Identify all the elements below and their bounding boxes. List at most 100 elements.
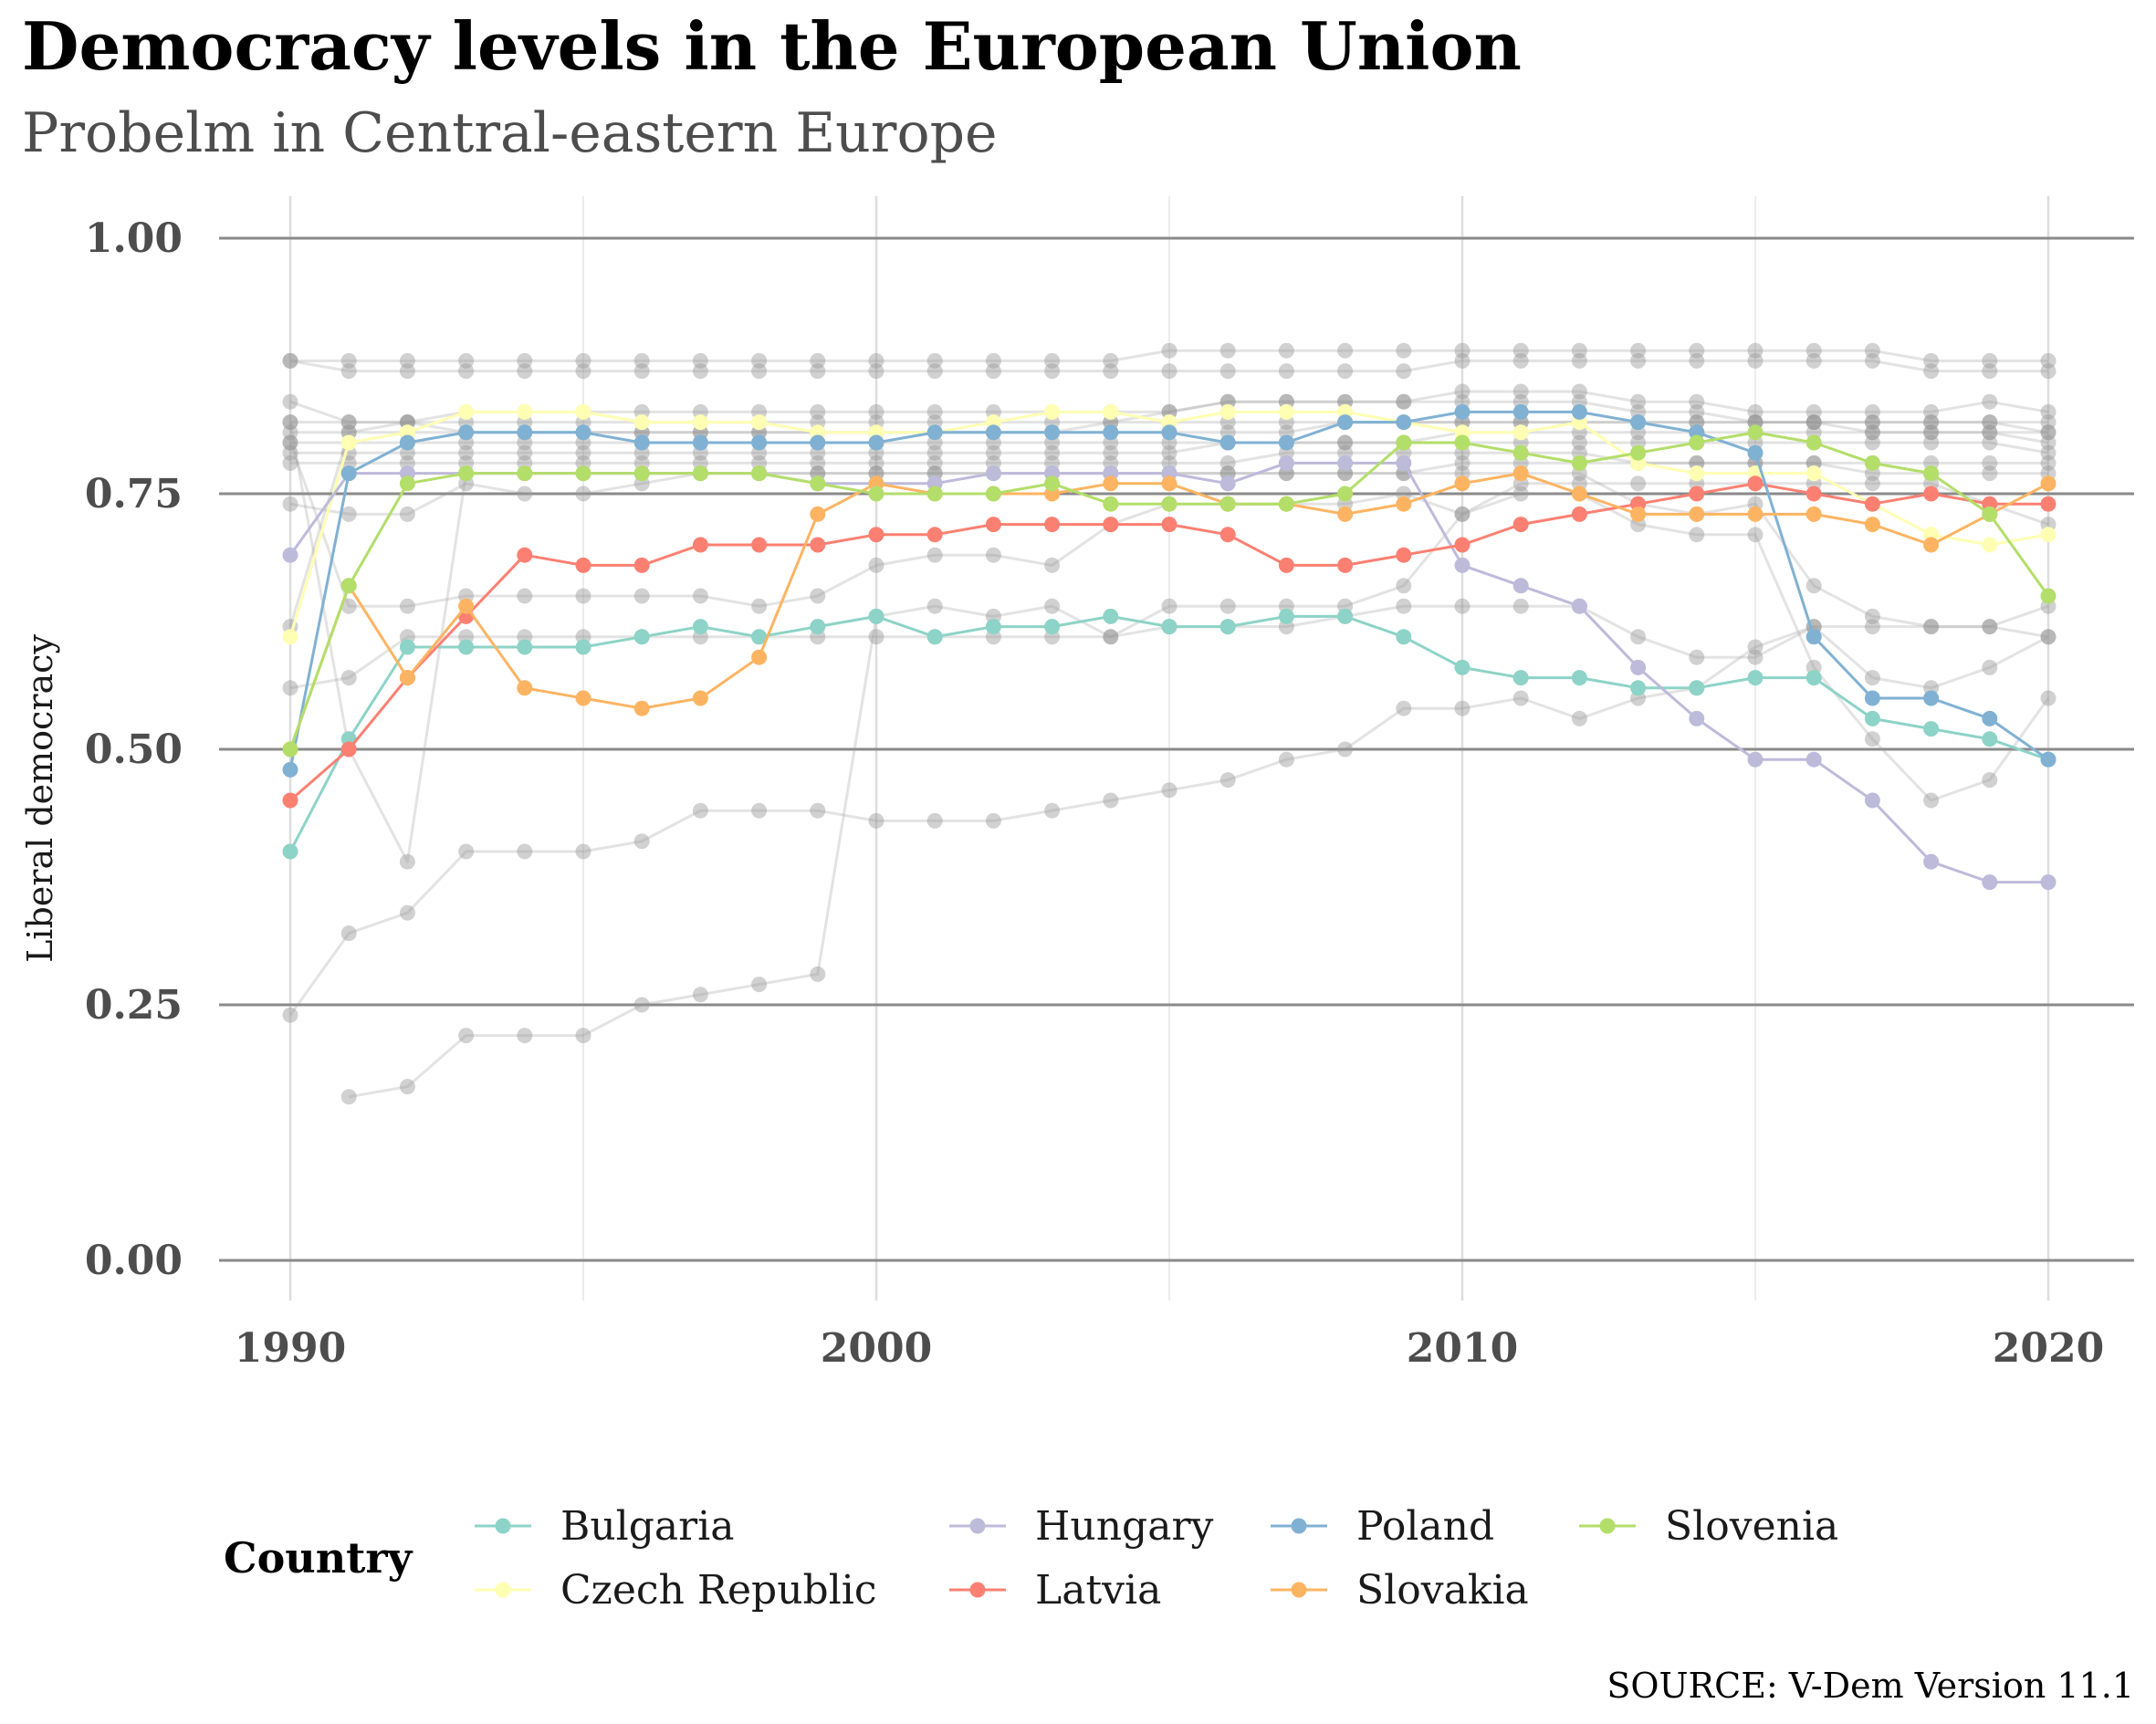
data-point [1630,414,1647,431]
data-point [1512,578,1529,594]
series-slovakia [282,465,2057,758]
background-point [1864,608,1880,624]
background-point [282,496,298,512]
background-point [868,812,884,829]
background-point [282,1007,298,1023]
background-point [1512,598,1529,614]
data-point [1923,721,1940,737]
background-point [1396,393,1412,410]
data-point [1571,486,1587,502]
data-point [458,403,475,420]
data-point [1337,608,1354,624]
background-point [1219,363,1236,380]
data-point [692,619,708,635]
background-point [1571,352,1587,369]
data-point [517,403,533,420]
data-point [1982,506,1998,522]
data-point [2040,588,2057,604]
background-point [282,393,298,410]
background-point [1689,649,1705,665]
series-slovenia [282,424,2057,758]
background-point [340,414,357,431]
data-point [1982,537,1998,553]
background-point [692,802,708,819]
data-point [1630,506,1647,522]
data-point [2040,874,2057,891]
data-point [1630,444,1647,461]
background-point [1454,352,1470,369]
background-point [282,444,298,461]
data-point [1337,486,1354,502]
background-point [2040,424,2057,441]
data-point [1337,414,1354,431]
background-point [1044,557,1061,573]
background-point [2040,363,2057,380]
background-point [1923,619,1940,635]
background-point [1337,342,1354,359]
background-point [1805,414,1822,431]
data-point [1512,444,1529,461]
data-point [1747,751,1764,768]
background-point [1982,455,1998,471]
data-point [751,414,768,431]
background-point [633,363,650,380]
background-point [340,506,357,522]
background-point [1396,700,1412,716]
legend-key [1271,1582,1327,1598]
data-point [1805,506,1822,522]
legend-key-point [1599,1518,1616,1534]
x-tick-label: 2020 [1993,1325,2104,1372]
background-point [1923,414,1940,431]
data-point [633,414,650,431]
data-point [985,465,1001,482]
background-point [985,363,1001,380]
data-point [1278,403,1294,420]
background-point [1103,352,1119,369]
data-point [926,527,943,543]
background-point [1689,527,1705,543]
background-point [1571,710,1587,726]
background-point [868,363,884,380]
data-point [1805,486,1822,502]
background-point [1219,342,1236,359]
legend-key-point [495,1518,511,1534]
legend-key-point [495,1582,511,1598]
data-point [2040,496,2057,512]
background-point [2040,424,2057,441]
background-point [282,424,298,441]
background-point [1982,465,1998,482]
y-tick-label: 1.00 [85,215,183,262]
legend-key [1271,1518,1327,1534]
data-point [1923,690,1940,706]
legend-key [475,1518,531,1534]
legend-label: Slovakia [1356,1567,1529,1614]
data-point [926,629,943,645]
data-point [1044,619,1061,635]
background-point [1747,342,1764,359]
background-point [1982,414,1998,431]
background-point [751,363,768,380]
background-point [282,680,298,696]
background-point [926,812,943,829]
data-point [2040,751,2057,768]
data-point [1747,424,1764,441]
data-point [810,434,826,451]
data-point [517,465,533,482]
data-point [1396,455,1412,471]
legend-key [949,1582,1006,1598]
data-point [868,486,884,502]
background-point [1982,424,1998,441]
background-point [1689,342,1705,359]
background-point [1747,352,1764,369]
background-point [633,588,650,604]
background-point [1864,424,1880,441]
background-point [1396,363,1412,380]
background-point [692,352,708,369]
data-point [1396,496,1412,512]
background-point [282,352,298,369]
data-point [1805,434,1822,451]
background-point [1337,434,1354,451]
data-point [1219,527,1236,543]
background-point [2040,434,2057,451]
background-point [399,352,415,369]
